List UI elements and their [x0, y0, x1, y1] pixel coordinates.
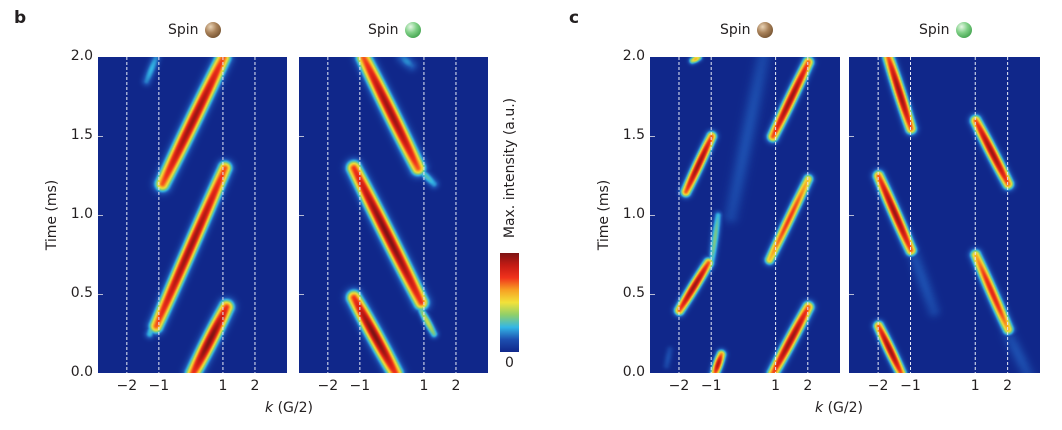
x-tick-label: −1 — [349, 378, 371, 394]
spin-brown-ball-icon — [756, 22, 773, 38]
panel-title-b-left: Spin — [168, 22, 221, 38]
x-axis-var: k — [265, 400, 274, 416]
y-tick-mark — [299, 136, 304, 137]
y-tick-label: 0.0 — [70, 364, 93, 380]
y-tick-label: 2.0 — [622, 48, 645, 64]
x-tick-label: 2 — [451, 378, 461, 394]
y-tick-mark — [98, 215, 103, 216]
x-tick-label: −2 — [317, 378, 339, 394]
heatmap-b-spin-green — [299, 57, 488, 373]
spin-green-ball-icon — [404, 22, 421, 38]
gridline-layer — [877, 57, 1009, 373]
y-tick-label: 1.0 — [622, 206, 645, 222]
x-axis-unit: (G/2) — [277, 400, 313, 416]
gridline-layer — [126, 57, 256, 373]
heatmap-canvas — [849, 57, 1040, 373]
title-text: Spin — [168, 22, 199, 38]
x-tick-label: −1 — [900, 378, 921, 394]
y-tick-label: 1.0 — [70, 206, 93, 222]
title-text: Spin — [368, 22, 399, 38]
x-axis-label-c: k (G/2) — [815, 400, 863, 416]
panel-letter-c: c — [569, 8, 580, 28]
heatmap-b-spin-brown — [98, 57, 287, 373]
x-axis-var: k — [815, 400, 824, 416]
y-tick-mark — [98, 294, 103, 295]
y-tick-mark — [650, 294, 655, 295]
y-tick-mark — [650, 215, 655, 216]
y-tick-mark — [849, 136, 854, 137]
y-tick-mark — [299, 294, 304, 295]
x-tick-label: −1 — [700, 378, 722, 394]
heatmap-canvas — [299, 57, 488, 373]
x-axis-label-b: k (G/2) — [265, 400, 313, 416]
x-tick-label: −1 — [148, 378, 170, 394]
y-tick-label: 1.5 — [70, 127, 93, 143]
x-tick-label: −2 — [867, 378, 889, 394]
colorbar-min-label: 0 — [505, 355, 514, 371]
panel-title-c-right: Spin — [919, 22, 972, 38]
x-tick-label: −2 — [116, 378, 138, 394]
y-tick-label: 0.5 — [70, 285, 93, 301]
x-tick-label: 1 — [970, 378, 980, 394]
x-axis-unit: (G/2) — [827, 400, 863, 416]
title-text: Spin — [720, 22, 751, 38]
y-tick-mark — [299, 215, 304, 216]
colorbar — [500, 253, 519, 352]
y-tick-label: 0.0 — [622, 364, 645, 380]
x-tick-label: −2 — [668, 378, 690, 394]
panel-title-c-left: Spin — [720, 22, 773, 38]
spin-brown-ball-icon — [204, 22, 221, 38]
x-tick-label: 2 — [1003, 378, 1013, 394]
x-tick-label: 2 — [250, 378, 260, 394]
x-tick-label: 1 — [419, 378, 429, 394]
y-tick-label: 0.5 — [622, 285, 645, 301]
x-tick-label: 1 — [218, 378, 228, 394]
gridline-layer — [678, 57, 809, 373]
y-tick-mark — [650, 136, 655, 137]
title-text: Spin — [919, 22, 950, 38]
heatmap-c-spin-brown — [650, 57, 840, 373]
y-tick-mark — [849, 294, 854, 295]
panel-letter-b: b — [14, 8, 27, 28]
y-tick-mark — [98, 136, 103, 137]
y-tick-label: 2.0 — [70, 48, 93, 64]
y-tick-label: 1.5 — [622, 127, 645, 143]
x-tick-label: 1 — [771, 378, 781, 394]
x-tick-label: 2 — [803, 378, 813, 394]
gridline-layer — [327, 57, 457, 373]
heatmap-canvas — [98, 57, 287, 373]
colorbar-label: Max. intensity (a.u.) — [502, 97, 518, 239]
spin-green-ball-icon — [955, 22, 972, 38]
y-tick-mark — [849, 215, 854, 216]
heatmap-c-spin-green — [849, 57, 1040, 373]
heatmap-canvas — [650, 57, 840, 373]
panel-title-b-right: Spin — [368, 22, 421, 38]
